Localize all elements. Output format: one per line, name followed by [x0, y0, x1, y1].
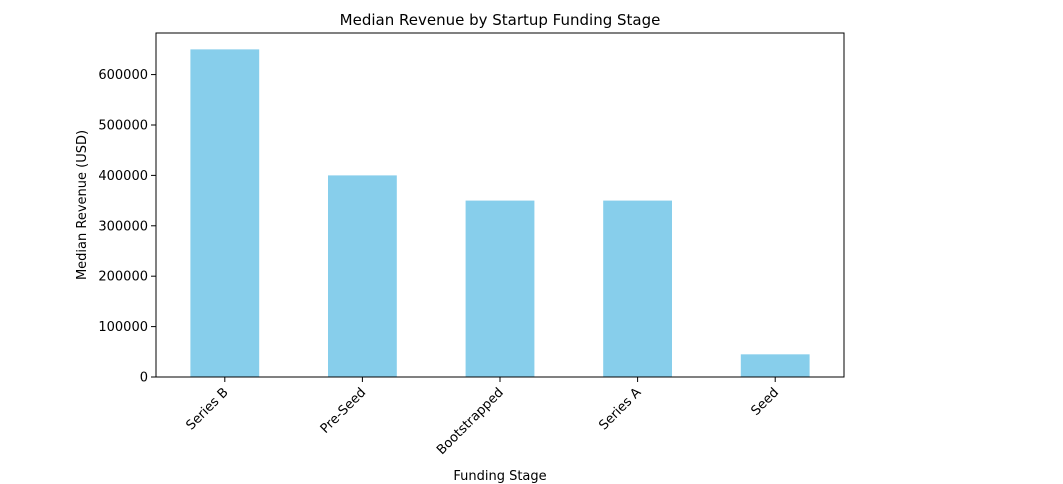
y-tick-label: 500000 [98, 118, 148, 133]
x-tick-label: Bootstrapped [434, 385, 507, 458]
x-axis-label: Funding Stage [453, 469, 546, 484]
bar-series-b [190, 49, 260, 377]
y-axis: 0 100000 200000 300000 400000 500000 600000 [98, 68, 156, 386]
x-tick-label: Series A [596, 385, 644, 433]
y-tick-label: 100000 [98, 320, 148, 335]
y-tick-label: 600000 [98, 68, 148, 83]
bars-layer [190, 49, 810, 377]
x-axis: Series B Pre-Seed Bootstrapped Series A Seed [184, 377, 782, 458]
bar-series-a [603, 200, 672, 377]
y-axis-label: Median Revenue (USD) [75, 130, 90, 280]
x-tick-label: Pre-Seed [318, 385, 370, 437]
y-tick-label: 300000 [98, 219, 148, 234]
bar-bootstrapped [465, 200, 535, 377]
x-tick-label: Seed [748, 385, 782, 419]
y-tick-label: 400000 [98, 169, 148, 184]
x-tick-label: Series B [184, 385, 232, 433]
bar-pre-seed [328, 175, 397, 377]
y-tick-label: 0 [140, 371, 148, 386]
chart-title: Median Revenue by Startup Funding Stage [340, 11, 661, 29]
bar-seed [740, 354, 810, 377]
y-tick-label: 200000 [98, 270, 148, 285]
